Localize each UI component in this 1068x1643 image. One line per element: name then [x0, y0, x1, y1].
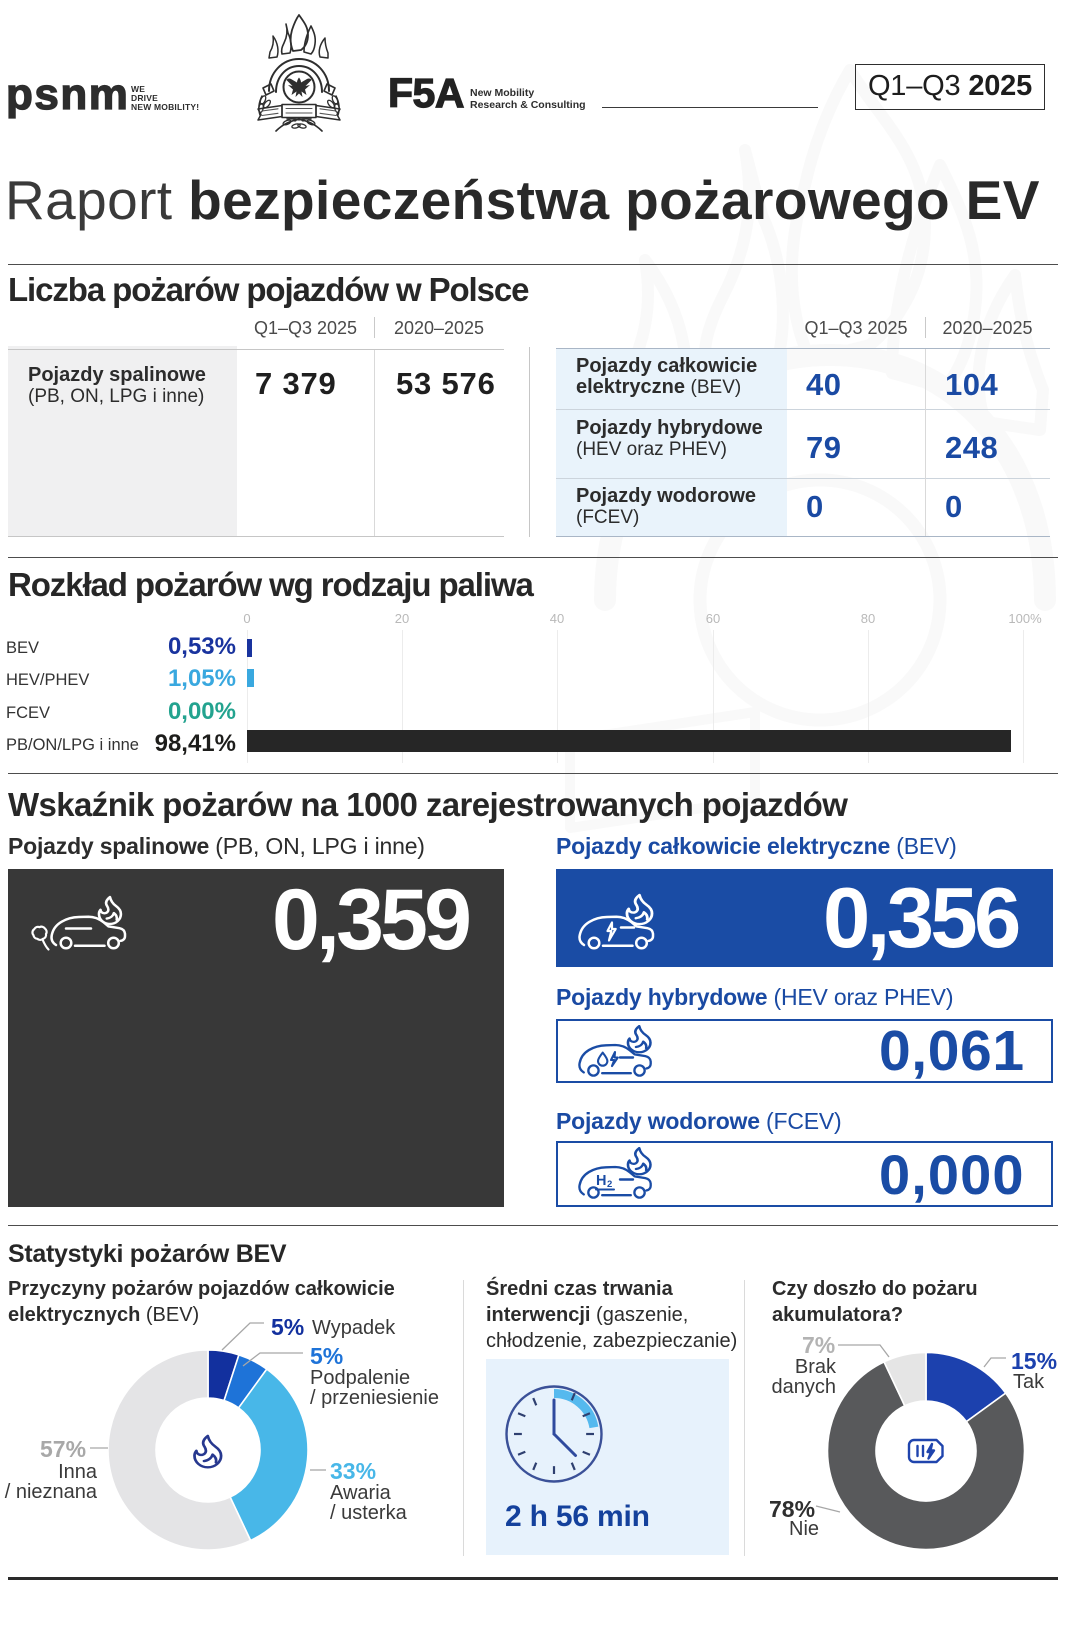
svg-text:2: 2 — [607, 1179, 612, 1190]
svg-text:H: H — [596, 1173, 606, 1189]
